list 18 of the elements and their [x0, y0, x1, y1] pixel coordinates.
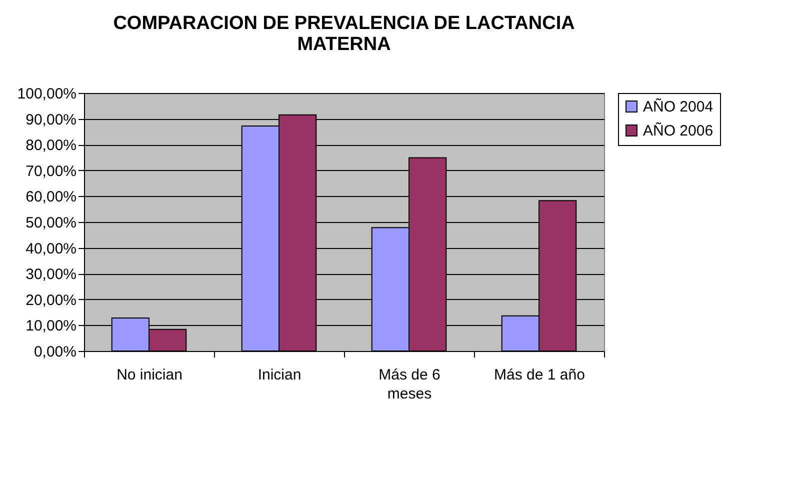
x-tick-label: Más de 6 meses — [378, 366, 440, 402]
x-tick-label: Inician — [258, 366, 302, 384]
y-tick-label: 80,00% — [26, 137, 76, 154]
y-tick-label: 100,00% — [17, 86, 76, 102]
y-tick-label: 10,00% — [26, 318, 76, 335]
chart-title: COMPARACION DE PREVALENCIA DE LACTANCIA MATERNA — [113, 13, 576, 55]
y-tick-label: 50,00% — [26, 214, 76, 232]
x-tick-label: No inician — [116, 366, 182, 384]
y-tick-label: 30,00% — [26, 266, 76, 284]
y-tick-label: 40,00% — [26, 240, 76, 258]
y-tick-label: 0,00% — [34, 344, 76, 360]
legend-label: AÑO 2006 — [643, 122, 714, 140]
y-tick-label: 70,00% — [26, 162, 76, 180]
x-tick-label: Más de 1 año — [494, 366, 585, 384]
y-tick-label: 60,00% — [26, 188, 76, 206]
y-tick-label: 20,00% — [26, 292, 76, 309]
y-tick-label: 90,00% — [26, 111, 76, 128]
legend-label: AÑO 2004 — [643, 98, 714, 116]
